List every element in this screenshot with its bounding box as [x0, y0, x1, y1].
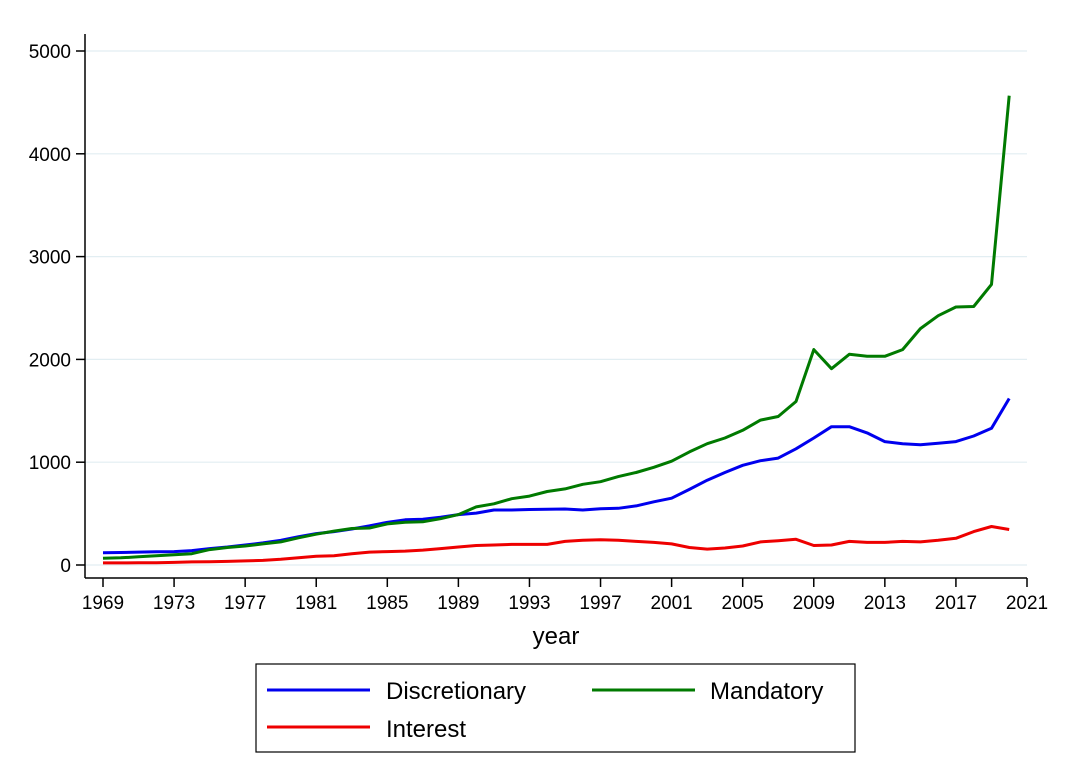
x-tick-label-1997: 1997: [579, 593, 621, 614]
series-lines: [102, 95, 1011, 565]
x-tick-label-2021: 2021: [1006, 593, 1048, 614]
series-line-mandatory: [102, 95, 1011, 560]
x-tick-label-1969: 1969: [82, 593, 124, 614]
x-tick-label-2001: 2001: [650, 593, 692, 614]
legend-label-mandatory: Mandatory: [710, 678, 823, 705]
x-tick-label-1981: 1981: [295, 593, 337, 614]
y-tick-label-1000: 1000: [29, 453, 71, 474]
axes: [84, 34, 1027, 579]
x-axis-title: year: [533, 623, 580, 650]
x-tick-label-2017: 2017: [935, 593, 977, 614]
x-tick-label-1989: 1989: [437, 593, 479, 614]
y-tick-label-0: 0: [60, 556, 71, 577]
ticks: 0 1000 2000 3000 4000 5000 1969 1973 1977 1981 198…: [29, 42, 1048, 614]
x-tick-label-1993: 1993: [508, 593, 550, 614]
x-tick-label-2013: 2013: [864, 593, 906, 614]
y-tick-label-5000: 5000: [29, 42, 71, 63]
legend-label-discretionary: Discretionary: [386, 678, 526, 705]
x-tick-label-1973: 1973: [153, 593, 195, 614]
x-tick-label-1977: 1977: [224, 593, 266, 614]
gridlines: [85, 50, 1027, 566]
y-tick-label-4000: 4000: [29, 145, 71, 166]
y-tick-label-3000: 3000: [29, 248, 71, 269]
y-tick-label-2000: 2000: [29, 350, 71, 371]
x-tick-label-1985: 1985: [366, 593, 408, 614]
legend: Discretionary Mandatory Interest: [255, 663, 856, 753]
x-tick-label-2009: 2009: [793, 593, 835, 614]
x-tick-label-2005: 2005: [722, 593, 764, 614]
series-line-discretionary: [102, 397, 1011, 555]
legend-label-interest: Interest: [386, 716, 466, 743]
series-line-interest: [103, 525, 1010, 565]
legend-box: [255, 663, 856, 753]
